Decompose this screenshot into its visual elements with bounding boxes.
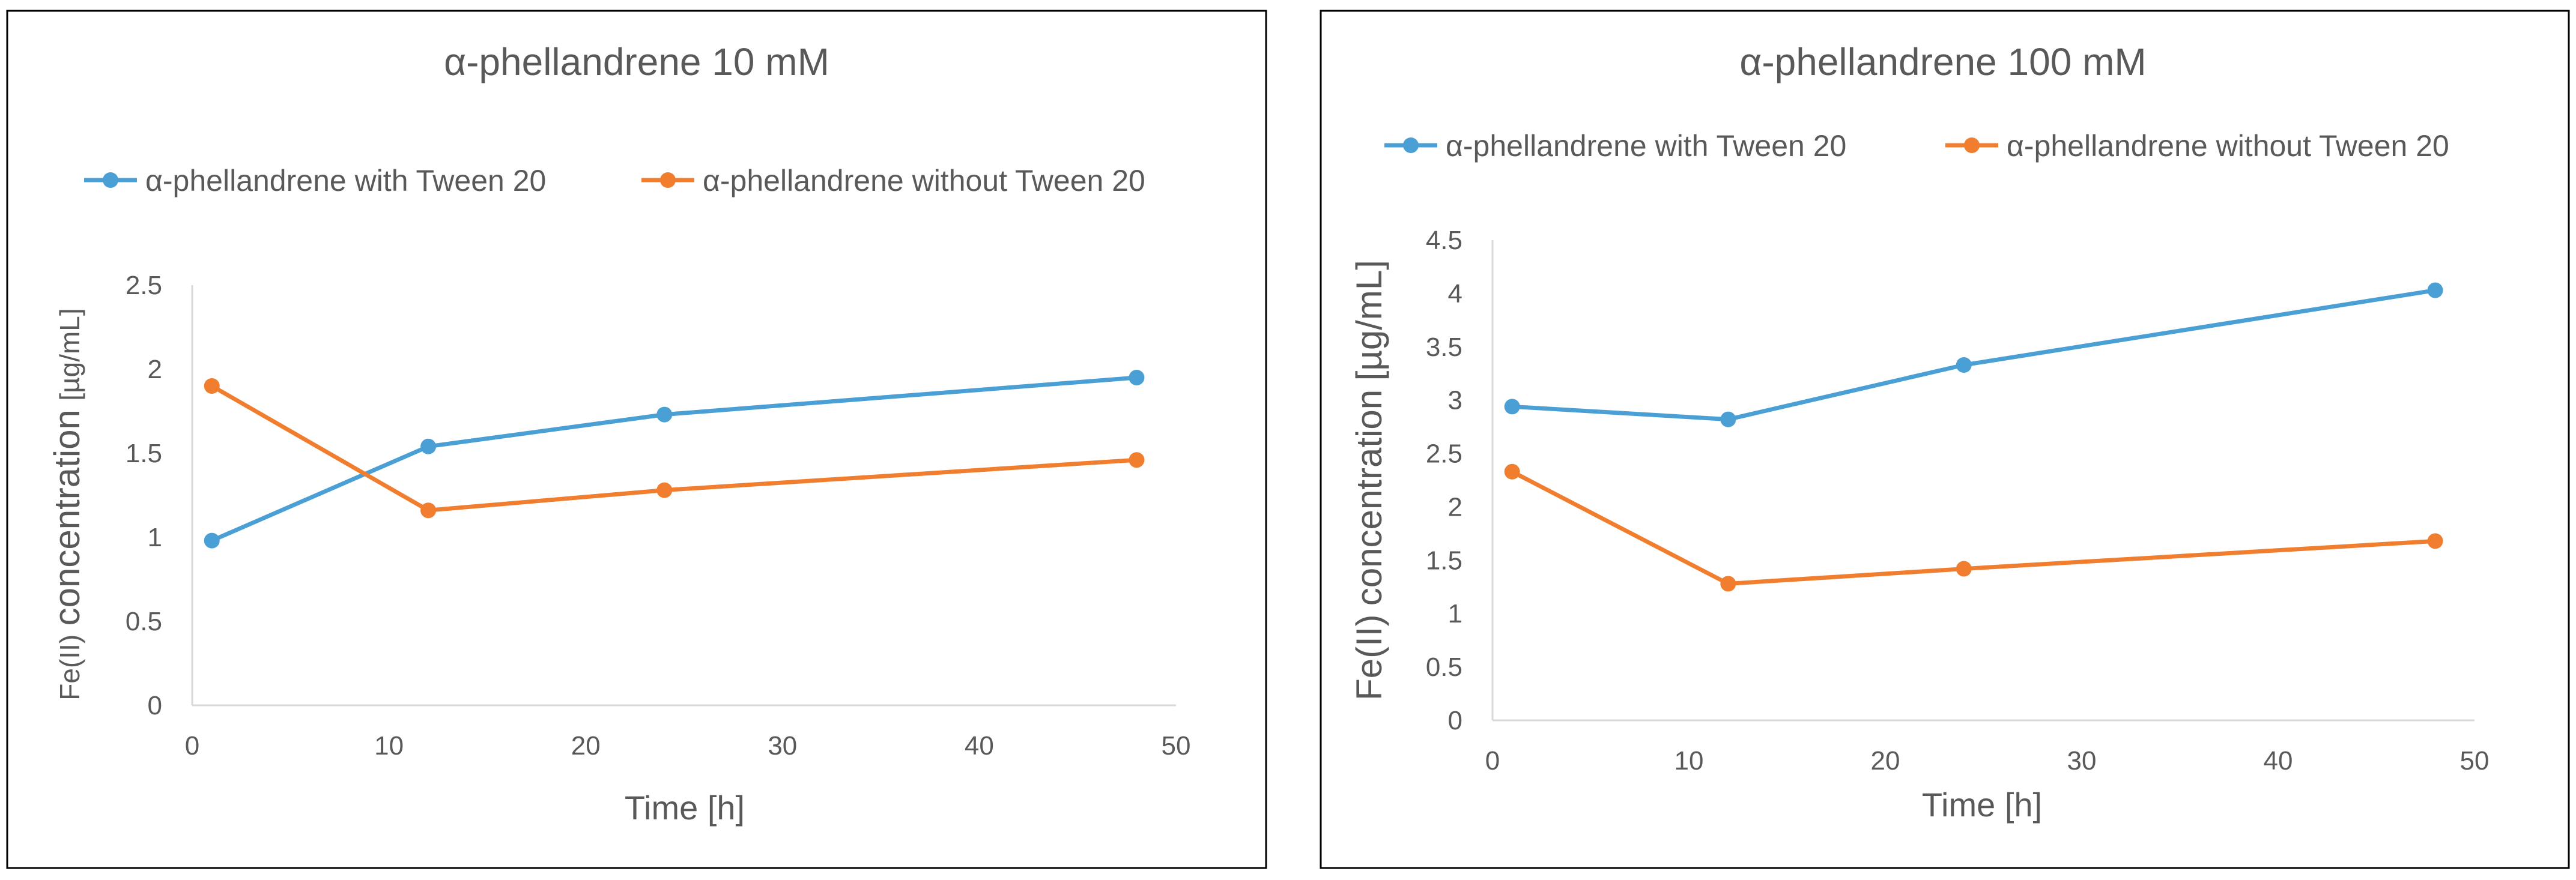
y-tick-label: 3.5: [1426, 333, 1462, 362]
legend: α-phellandrene with Tween 20 α-phellandre…: [1384, 129, 2449, 163]
y-tick-label: 0: [1448, 706, 1462, 735]
data-point: [656, 482, 673, 498]
legend-label: α-phellandrene without Tween 20: [703, 164, 1145, 197]
x-tick-label: 30: [768, 731, 797, 761]
y-tick-label: 4.5: [1426, 226, 1462, 255]
data-point: [204, 378, 220, 394]
chart-panel-10mm: α-phellandrene 10 mM α-phellandrene with…: [0, 0, 1273, 880]
y-tick-label: 1.5: [126, 439, 162, 468]
y-tick-label: 2: [148, 355, 162, 384]
data-point: [420, 502, 437, 519]
y-axis-title: Fe(II) concentration [µg/mL]: [47, 308, 87, 700]
y-tick-label: 1: [1448, 599, 1462, 628]
y-axis-title: Fe(II) concentration [µg/mL]: [1349, 260, 1389, 701]
y-axis-title-main: concentration: [47, 409, 87, 625]
legend: α-phellandrene with Tween 20 α-phellandre…: [84, 164, 1145, 197]
x-tick-label: 50: [2460, 746, 2490, 776]
series-line-2: [210, 384, 1139, 513]
series-group: [204, 370, 1145, 549]
axes: 0 0.5 1 1.5 2 2.5 3 3.5 4 4.5 0 10 20 30 40 50: [1426, 226, 2490, 776]
data-point: [2427, 533, 2443, 549]
x-tick-label: 20: [571, 731, 601, 761]
y-tick-label: 1: [148, 523, 162, 552]
data-point: [1504, 463, 1520, 480]
data-point: [1129, 370, 1145, 385]
data-point: [1720, 576, 1736, 592]
y-axis-title-main: concentration: [1349, 390, 1389, 606]
x-tick-label: 50: [1162, 731, 1191, 761]
x-tick-label: 10: [1674, 746, 1704, 776]
y-tick-label: 2.5: [126, 271, 162, 300]
line-chart-100mm: α-phellandrene 100 mM α-phellandrene wit…: [1320, 10, 2570, 869]
y-tick-label: 0: [148, 691, 162, 720]
chart-panel-100mm: α-phellandrene 100 mM α-phellandrene wit…: [1312, 0, 2576, 880]
data-point: [2427, 282, 2443, 298]
x-tick-label: 0: [1485, 746, 1500, 776]
series-line-1: [1510, 288, 2438, 422]
legend-swatch-marker: [103, 172, 118, 188]
y-tick-label: 2: [1448, 492, 1462, 522]
data-point: [1956, 357, 1972, 373]
y-tick-label: 4: [1448, 279, 1462, 309]
legend-label: α-phellandrene with Tween 20: [1446, 129, 1846, 163]
y-axis-title-prefix: Fe(II): [54, 634, 85, 701]
y-tick-label: 1.5: [1426, 546, 1462, 575]
y-tick-label: 3: [1448, 386, 1462, 415]
x-tick-label: 20: [1871, 746, 1900, 776]
x-tick-label: 40: [2264, 746, 2293, 776]
y-tick-label: 0.5: [126, 607, 162, 636]
y-axis-title-prefix: Fe(II): [1349, 615, 1389, 701]
y-tick-label: 0.5: [1426, 652, 1462, 682]
series-line-1: [210, 375, 1139, 543]
data-point: [656, 406, 673, 423]
chart-title: α-phellandrene 100 mM: [1739, 40, 2146, 83]
data-point: [1129, 452, 1145, 468]
series-line-2: [1510, 469, 2438, 586]
data-point: [204, 532, 220, 549]
chart-frame: [6, 10, 1267, 869]
data-point: [1720, 411, 1736, 427]
axes: 0 0.5 1 1.5 2 2.5 0 10 20 30 40 50: [126, 271, 1191, 761]
x-tick-label: 30: [2067, 746, 2097, 776]
legend-label: α-phellandrene without Tween 20: [2007, 129, 2449, 163]
data-point: [420, 438, 437, 454]
x-axis-title: Time [h]: [625, 789, 745, 827]
data-point: [1956, 561, 1972, 577]
y-axis-title-unit: [µg/mL]: [1349, 260, 1389, 381]
chart-frame: [1320, 10, 2570, 869]
x-tick-label: 40: [965, 731, 994, 761]
legend-swatch-marker: [660, 172, 676, 188]
line-chart-10mm: α-phellandrene 10 mM α-phellandrene with…: [6, 10, 1267, 869]
y-axis-title-unit: [µg/mL]: [54, 308, 85, 400]
chart-title: α-phellandrene 10 mM: [444, 40, 829, 83]
x-axis-title: Time [h]: [1922, 786, 2042, 824]
data-point: [1504, 399, 1520, 415]
series-group: [1504, 282, 2443, 592]
x-tick-label: 0: [185, 731, 199, 761]
y-tick-label: 2.5: [1426, 439, 1462, 469]
x-tick-label: 10: [374, 731, 404, 761]
legend-label: α-phellandrene with Tween 20: [145, 164, 546, 197]
legend-swatch-marker: [1403, 137, 1419, 153]
legend-swatch-marker: [1964, 137, 1980, 153]
